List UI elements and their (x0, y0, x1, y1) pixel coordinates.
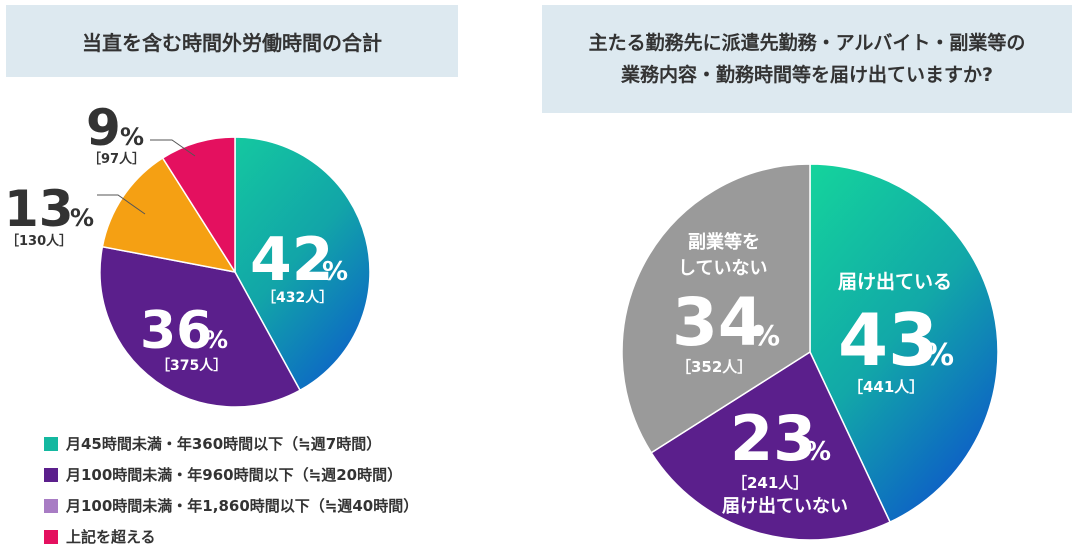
legend-swatch (44, 436, 58, 451)
legend-swatch (44, 467, 58, 482)
legend-text: 上記を超える (66, 528, 156, 546)
pie-chart-1 (99, 136, 371, 408)
legend-swatch (44, 529, 58, 544)
pct-label-34: 34 (672, 284, 764, 361)
pct-label-23: 23 (730, 402, 816, 475)
pie-chart-2 (621, 163, 999, 541)
pct-label-42: 42 (250, 225, 334, 295)
pct-sign-9: % (120, 123, 144, 151)
pct-sign-42: % (322, 257, 348, 287)
count-label-375: ［375人］ (156, 357, 227, 374)
count-label-97: ［97人］ (88, 151, 145, 167)
pct-sign-43: % (924, 338, 954, 373)
pie-slice (161, 136, 236, 275)
slice-label-todokedeteiru: 届け出ている (838, 270, 952, 293)
pct-sign-34: % (752, 319, 780, 352)
legend-item: 上記を超える (44, 521, 418, 552)
pct-sign-36: % (204, 326, 228, 354)
pie-slice (99, 245, 302, 408)
chart1-title: 当直を含む時間外労働時間の合計 (6, 5, 458, 77)
pct-label-9: 9 (86, 99, 121, 157)
chart2-title: 主たる勤務先に派遣先勤務・アルバイト・副業等の 業務内容・勤務時間等を届け出てい… (542, 5, 1072, 113)
legend-text: 月45時間未満・年360時間以下（≒週7時間） (66, 435, 382, 453)
count-label-441: ［441人］ (848, 378, 924, 396)
pct-label-43: 43 (838, 298, 938, 382)
legend-swatch (44, 498, 58, 513)
pie-slice (621, 163, 811, 454)
legend-item: 月100時間未満・年960時間以下（≒週20時間） (44, 459, 418, 490)
count-label-241: ［241人］ (732, 474, 808, 492)
leader-line-13 (97, 194, 146, 215)
count-label-352: ［352人］ (676, 358, 752, 376)
slice-label-todokedeteinai: 届け出ていない (722, 495, 848, 517)
leader-line-9 (150, 139, 196, 157)
legend-text: 月100時間未満・年960時間以下（≒週20時間） (66, 466, 403, 484)
chart2-title-line1: 主たる勤務先に派遣先勤務・アルバイト・副業等の (588, 32, 1026, 54)
pie-slice (809, 163, 999, 524)
pie-slice (101, 156, 237, 274)
pct-label-36: 36 (140, 301, 212, 361)
slice-label-fukugyo-line2: していない (678, 258, 767, 279)
chart2-title-line2: 業務内容・勤務時間等を届け出ていますか? (620, 64, 994, 86)
chart1-legend: 月45時間未満・年360時間以下（≒週7時間） 月100時間未満・年960時間以… (44, 428, 418, 552)
pie-slice (234, 136, 371, 392)
count-label-432: ［432人］ (262, 289, 333, 306)
legend-item: 月100時間未満・年1,860時間以下（≒週40時間） (44, 490, 418, 521)
pct-sign-13: % (70, 204, 94, 232)
legend-text: 月100時間未満・年1,860時間以下（≒週40時間） (66, 497, 419, 515)
legend-item: 月45時間未満・年360時間以下（≒週7時間） (44, 428, 418, 459)
pie-slice (650, 350, 892, 541)
pct-label-13: 13 (4, 180, 74, 238)
count-label-130: ［130人］ (6, 233, 72, 249)
pct-sign-23: % (805, 437, 831, 467)
slice-label-fukugyo-line1: 副業等を (688, 231, 760, 253)
